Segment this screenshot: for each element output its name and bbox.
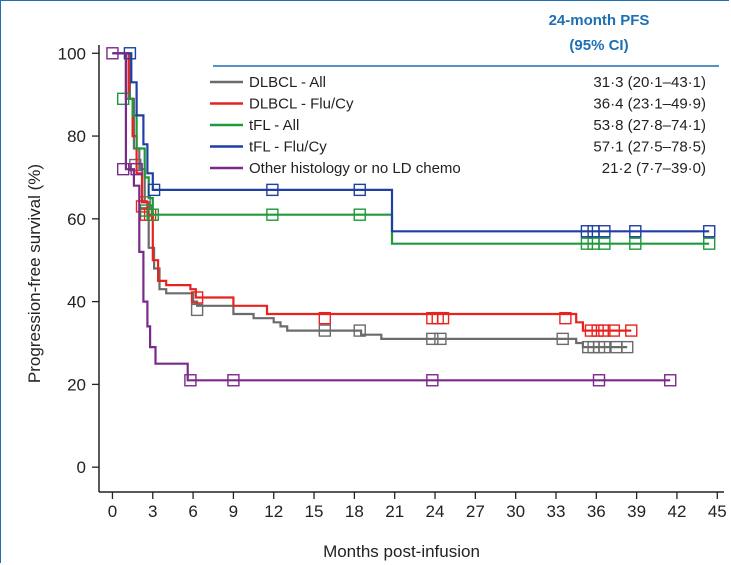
censor-mark xyxy=(426,332,439,346)
legend-pfs-value: 21·2 (7·7–39·0) xyxy=(602,160,706,177)
censor-mark xyxy=(190,303,204,317)
x-tick-label: 42 xyxy=(667,502,686,521)
censor-mark xyxy=(318,311,332,325)
series-layer xyxy=(106,47,716,387)
censor-mark xyxy=(129,158,142,172)
censor-mark xyxy=(184,374,197,387)
y-tick-label: 40 xyxy=(67,293,86,312)
x-tick-label: 18 xyxy=(345,502,364,521)
series-line xyxy=(112,52,628,349)
series-3 xyxy=(112,47,716,238)
legend-label: tFL - All xyxy=(249,117,299,134)
series-4 xyxy=(106,47,677,387)
censor-mark xyxy=(139,204,153,217)
series-0 xyxy=(112,52,634,354)
censor-mark xyxy=(116,92,130,106)
x-tick-label: 0 xyxy=(108,502,117,521)
legend-label: Other histology or no LD chemo xyxy=(249,160,461,177)
series-line xyxy=(112,52,632,332)
censor-mark xyxy=(664,374,677,387)
censor-mark xyxy=(190,291,204,304)
legend-label: DLBCL - Flu/Cy xyxy=(249,96,354,113)
censor-mark xyxy=(318,324,332,337)
x-tick-label: 36 xyxy=(587,502,606,521)
y-tick-label: 20 xyxy=(67,375,86,394)
censor-mark xyxy=(629,237,642,250)
censor-mark xyxy=(584,324,598,337)
x-tick-label: 15 xyxy=(305,502,324,521)
y-tick-label: 60 xyxy=(67,210,86,229)
series-line xyxy=(112,52,710,233)
censor-mark xyxy=(592,374,606,387)
censor-mark xyxy=(625,324,638,337)
x-axis-title: Months post-infusion xyxy=(323,542,480,561)
y-axis-title: Progression-free survival (%) xyxy=(25,164,44,383)
x-tick-label: 6 xyxy=(188,502,197,521)
censor-mark xyxy=(580,237,594,250)
pfs-table-subheader: (95% CI) xyxy=(569,37,628,54)
y-tick-label: 100 xyxy=(58,44,86,63)
legend-pfs-value: 31·3 (20·1–43·1) xyxy=(593,74,706,91)
censor-mark xyxy=(598,324,611,337)
censor-mark xyxy=(598,237,611,250)
pfs-table-header: 24-month PFS xyxy=(549,12,650,29)
censor-mark xyxy=(629,225,642,238)
x-tick-label: 39 xyxy=(627,502,646,521)
censor-mark xyxy=(607,324,620,337)
x-tick-label: 24 xyxy=(426,502,445,521)
x-tick-label: 27 xyxy=(466,502,485,521)
series-line xyxy=(112,52,671,382)
censor-mark xyxy=(353,183,366,197)
censor-mark xyxy=(703,225,716,238)
censor-mark xyxy=(598,340,611,354)
censor-mark xyxy=(106,47,119,60)
legend-pfs-value: 57·1 (27·5–78·5) xyxy=(593,139,706,156)
axes: 0 3 6 9 12 15 18 21 24 27 30 33 36 39 42 45020406080100… xyxy=(25,44,727,561)
legend-pfs-value: 53·8 (27·8–74·1) xyxy=(593,117,706,134)
censor-mark xyxy=(116,162,130,176)
x-tick-label: 30 xyxy=(506,502,525,521)
censor-mark xyxy=(598,225,611,238)
y-tick-label: 80 xyxy=(67,127,86,146)
x-tick-label: 45 xyxy=(708,502,727,521)
censor-mark xyxy=(436,311,450,325)
x-tick-label: 21 xyxy=(385,502,404,521)
y-tick-label: 0 xyxy=(77,458,86,477)
censor-mark xyxy=(556,332,569,346)
legend: 24-month PFS (95% CI) DLBCL - All 31·3 (20·… xyxy=(210,12,719,177)
censor-mark xyxy=(146,208,159,221)
x-tick-label: 9 xyxy=(229,502,238,521)
censor-mark xyxy=(266,183,279,197)
censor-mark xyxy=(621,340,634,354)
censor-mark xyxy=(353,324,366,337)
censor-mark xyxy=(434,332,447,346)
censor-mark xyxy=(426,374,439,387)
legend-pfs-value: 36·4 (23·1–49·9) xyxy=(593,96,706,113)
legend-label: tFL - Flu/Cy xyxy=(249,139,327,156)
censor-mark xyxy=(580,225,594,238)
series-1 xyxy=(112,52,638,337)
censor-mark xyxy=(703,237,716,250)
censor-mark xyxy=(227,374,240,387)
censor-mark xyxy=(559,311,572,325)
censor-mark xyxy=(591,324,604,337)
x-tick-label: 3 xyxy=(148,502,157,521)
censor-mark xyxy=(353,208,366,221)
x-tick-label: 12 xyxy=(264,502,283,521)
legend-label: DLBCL - All xyxy=(249,74,326,91)
x-tick-label: 33 xyxy=(547,502,566,521)
censor-mark xyxy=(135,200,149,213)
censor-mark xyxy=(130,162,143,176)
censor-mark xyxy=(266,208,279,221)
censor-mark xyxy=(147,183,161,197)
